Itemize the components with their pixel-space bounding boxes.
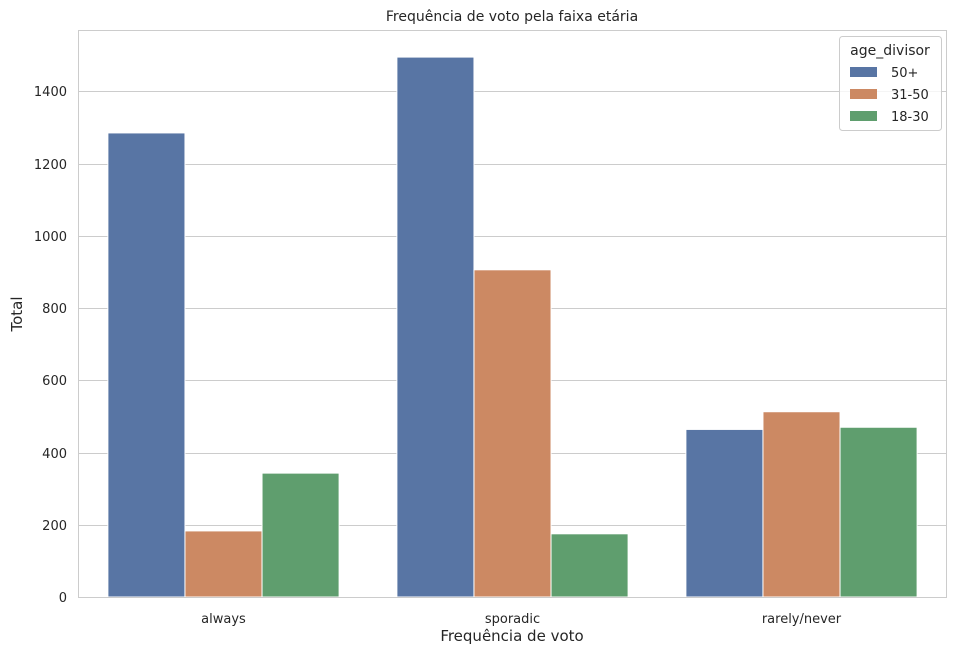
x-tick-label: rarely/never (762, 612, 842, 627)
legend-swatch (850, 89, 877, 99)
y-tick-label: 800 (42, 302, 67, 317)
y-tick-label: 200 (42, 519, 67, 534)
y-tick-label: 400 (42, 447, 67, 462)
y-tick-label: 1400 (34, 85, 67, 100)
y-tick-label: 1200 (34, 158, 67, 173)
x-tick-label: sporadic (485, 612, 540, 627)
bar-18-30-sporadic (550, 533, 629, 598)
legend-label: 31-50 (891, 88, 929, 103)
legend-swatch (850, 111, 877, 121)
plot-frame (78, 30, 947, 598)
bars (107, 56, 918, 598)
legend-label: 50+ (891, 66, 918, 81)
legend: age_divisor 50+ 31-50 18-30 (839, 36, 942, 131)
bar-31-50-always (184, 530, 263, 598)
legend-box (839, 36, 942, 131)
bar-18-30-rarely-never (839, 426, 918, 598)
legend-label: 18-30 (891, 110, 929, 125)
bar-50+-sporadic (396, 56, 475, 598)
y-tick-label: 600 (42, 374, 67, 389)
y-ticks: 0 200 400 600 800 1000 1200 1400 (34, 85, 67, 606)
chart-title: Frequência de voto pela faixa etária (386, 9, 638, 25)
legend-title: age_divisor (850, 43, 930, 59)
bar-50+-rarely-never (685, 428, 764, 598)
legend-swatch (850, 67, 877, 77)
x-ticks: always sporadic rarely/never (201, 612, 842, 627)
y-tick-label: 0 (59, 591, 67, 606)
y-axis-title: Total (8, 296, 26, 332)
bar-31-50-rarely-never (762, 411, 841, 598)
x-axis-title: Frequência de voto (440, 627, 583, 645)
bar-18-30-always (261, 472, 340, 598)
bar-31-50-sporadic (473, 269, 552, 598)
y-tick-label: 1000 (34, 230, 67, 245)
bar-50+-always (107, 132, 186, 598)
x-tick-label: always (201, 612, 246, 627)
